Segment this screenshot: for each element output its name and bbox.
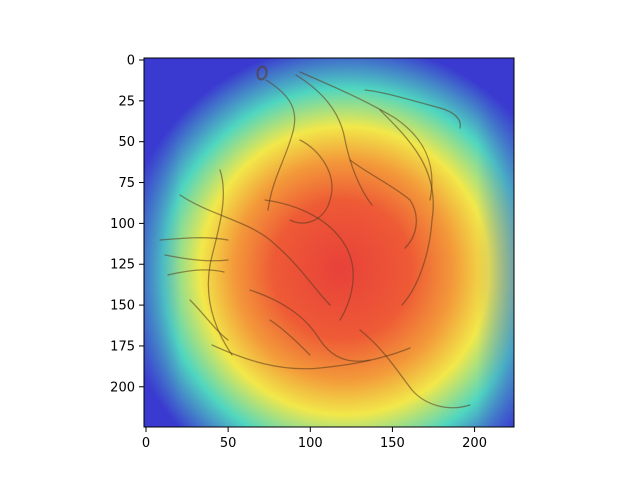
y-axis: 0 25 50 75 100 125 150 175 200: [110, 54, 144, 395]
x-tick-label: 50: [220, 436, 237, 451]
x-tick-label: 0: [142, 436, 150, 451]
x-tick-label: 100: [298, 436, 323, 451]
y-tick-label: 125: [110, 258, 135, 273]
y-tick-label: 175: [110, 339, 135, 354]
y-tick-label: 100: [110, 217, 135, 232]
plot-area: [143, 57, 515, 428]
y-tick-label: 150: [110, 299, 135, 314]
y-tick-label: 25: [118, 94, 135, 109]
y-tick-label: 200: [110, 380, 135, 395]
x-axis: 0 50 100 150 200: [142, 427, 487, 451]
y-tick-label: 0: [127, 54, 135, 69]
y-tick-label: 50: [118, 135, 135, 150]
sketch-overlay: [159, 65, 471, 409]
plot-frame: [143, 57, 515, 428]
x-tick-label: 150: [380, 436, 405, 451]
y-tick-label: 75: [118, 176, 135, 191]
heatmap-edge-shade: [144, 58, 514, 427]
x-tick-label: 200: [462, 436, 487, 451]
